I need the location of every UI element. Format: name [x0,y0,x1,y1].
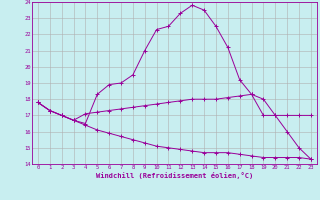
X-axis label: Windchill (Refroidissement éolien,°C): Windchill (Refroidissement éolien,°C) [96,172,253,179]
